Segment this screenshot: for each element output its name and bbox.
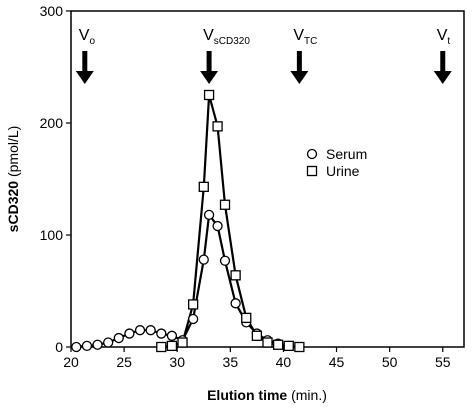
data-point-serum [156, 328, 167, 339]
data-point-urine [187, 299, 199, 310]
lines-layer [76, 93, 300, 349]
arrow-down-icon [433, 71, 452, 84]
y-axis-title-main: sCD320 [5, 181, 21, 233]
data-point-serum [203, 209, 215, 220]
x-tick-label: 45 [329, 354, 345, 370]
data-point-serum [187, 313, 199, 325]
legend: Serum Urine [306, 146, 367, 179]
y-tick-label: 0 [55, 339, 63, 355]
data-point-urine [251, 330, 263, 341]
x-tick-label: 35 [223, 354, 239, 370]
data-point-serum [134, 325, 146, 336]
annotations-layer: Vo VsCD320 VTC Vt [75, 27, 452, 84]
arrow-down-icon [290, 71, 309, 84]
data-point-serum [212, 220, 223, 232]
x-axis-title-main: Elution time [207, 387, 287, 403]
data-point-urine [219, 199, 231, 210]
legend-serum-marker [306, 148, 318, 160]
annotation-label: VTC [293, 27, 317, 47]
x-tick-label: 25 [116, 354, 132, 370]
data-point-urine [241, 312, 252, 324]
annotation-o: Vo [75, 27, 96, 84]
annotation-label: Vo [79, 27, 96, 47]
annotation-t: Vt [433, 27, 452, 84]
x-axis-title-unit: (min.) [291, 387, 327, 403]
data-point-serum [103, 337, 114, 348]
data-point-urine [156, 341, 167, 353]
y-axis-title-unit: (pmol/L) [5, 126, 21, 177]
data-point-urine [283, 340, 294, 352]
x-tick-label: 30 [169, 354, 185, 370]
data-point-serum [166, 330, 178, 341]
x-tick-label: 50 [382, 354, 398, 370]
markers-layer [71, 89, 305, 353]
annotation-tc: VTC [290, 27, 317, 84]
legend-serum-label: Serum [326, 146, 367, 162]
x-tick-label: 20 [63, 354, 79, 370]
x-axis-title: Elution time (min.) [207, 387, 327, 403]
data-point-serum [230, 298, 241, 309]
series-line-serum [76, 213, 289, 349]
y-axis-title: sCD320 (pmol/L) [5, 126, 21, 233]
data-point-urine [166, 340, 178, 352]
x-tick-label: 55 [435, 354, 451, 370]
data-point-serum [124, 328, 135, 339]
annotation-label: Vt [437, 27, 451, 47]
data-point-urine [212, 121, 223, 132]
arrow-down-icon [200, 71, 219, 84]
plot-area [70, 10, 465, 348]
data-point-urine [230, 270, 241, 281]
data-point-serum [145, 325, 156, 336]
data-point-urine [272, 339, 284, 350]
ticks-layer: 20 25 30 35 40 45 50 55 0 100 200 300 [40, 3, 451, 370]
plot-frame [70, 10, 465, 348]
data-point-serum [92, 339, 103, 350]
data-point-serum [113, 332, 124, 344]
y-tick-label: 100 [40, 227, 64, 243]
data-point-urine [262, 337, 273, 348]
x-tick-label: 40 [276, 354, 292, 370]
data-point-urine [177, 337, 188, 348]
annotation-scd320: VsCD320 [200, 27, 250, 84]
annotation-label: VsCD320 [203, 27, 250, 47]
legend-urine-marker [306, 165, 318, 177]
series-line-urine [161, 93, 300, 349]
data-point-serum [219, 255, 231, 266]
data-point-serum [71, 341, 82, 353]
legend-urine-label: Urine [326, 163, 360, 179]
data-point-urine [294, 341, 305, 353]
data-point-serum [198, 254, 209, 265]
y-tick-label: 200 [40, 115, 64, 131]
arrow-down-icon [75, 71, 94, 84]
data-point-urine [203, 89, 215, 101]
y-tick-label: 300 [40, 3, 64, 19]
data-point-serum [81, 340, 93, 352]
data-point-urine [198, 181, 209, 192]
